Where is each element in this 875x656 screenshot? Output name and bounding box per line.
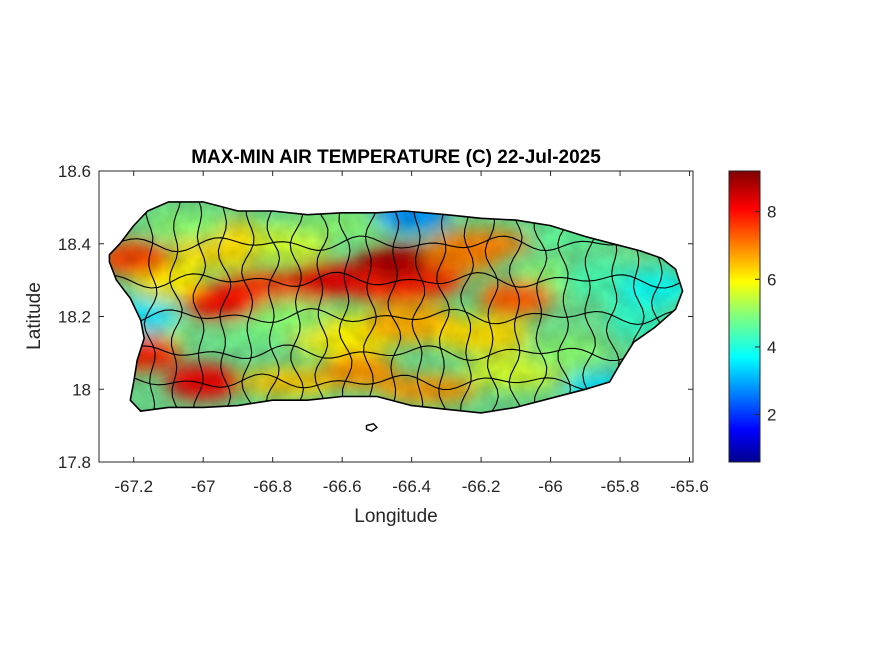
x-tick-label: -66.4 [392,477,431,496]
municipality-boundary [338,201,353,412]
colorbar [728,170,761,463]
municipality-boundary [436,201,450,412]
y-tick-label: 18.2 [58,308,91,327]
municipality-boundary [265,201,281,412]
colorbar-tick-label: 4 [767,338,776,357]
colorbar-tick-label: 6 [767,270,776,289]
municipality-boundary [143,201,158,412]
y-tick-label: 18 [72,380,91,399]
x-tick-label: -66.6 [323,477,362,496]
x-tick-label: -66.2 [462,477,501,496]
x-tick-label: -66 [538,477,563,496]
x-tick-label: -65.6 [670,477,709,496]
y-tick-label: 17.8 [58,453,91,472]
x-tick-label: -66.8 [253,477,292,496]
municipality-boundary [508,201,523,412]
municipality-boundary [217,201,232,412]
municipality-boundary [557,201,572,412]
municipality-boundary [169,201,183,412]
municipality-boundary [460,201,475,412]
x-axis-label: Longitude [354,506,437,527]
municipality-boundary [363,201,378,412]
colorbar-ticks: 8 6 4 2 [755,203,776,425]
y-axis-ticks: 18.6 18.4 18.2 18 17.8 [58,162,693,472]
coastline [108,201,684,414]
x-tick-label: -65.8 [601,477,640,496]
municipality-boundary [192,201,207,412]
y-tick-label: 18.6 [58,162,91,181]
municipality-boundary [241,201,255,412]
x-axis-ticks: -67.2 -67 -66.8 -66.6 -66.4 -66.2 -66 -65.8 -65.… [114,171,709,496]
municipality-boundary [411,201,426,412]
y-axis-label: Latitude [24,282,45,350]
municipality-boundary [314,201,329,412]
municipality-boundaries [109,201,680,412]
municipality-boundary [289,201,304,412]
municipality-boundary [109,271,680,289]
municipality-boundary [109,344,680,362]
y-tick-label: 18.4 [58,235,91,254]
islet-caja-de-muertos [365,423,378,432]
municipality-boundary [109,307,680,326]
municipality-boundary [109,235,680,253]
colorbar-tick-label: 8 [767,203,776,222]
x-tick-label: -67 [191,477,216,496]
x-tick-label: -67.2 [114,477,153,496]
chart-title: MAX-MIN AIR TEMPERATURE (C) 22-Jul-2025 [191,147,601,168]
colorbar-tick-label: 2 [767,406,776,425]
municipality-boundary [484,201,499,412]
municipality-boundary [533,201,548,412]
municipality-boundary [387,201,402,412]
